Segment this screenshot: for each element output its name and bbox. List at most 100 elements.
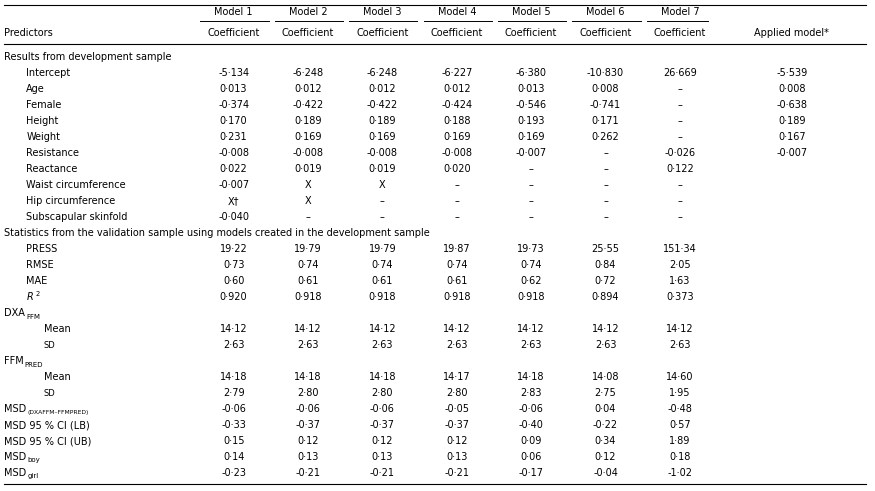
Text: 0·122: 0·122: [666, 164, 694, 174]
Text: 2·63: 2·63: [521, 340, 542, 350]
Text: Coefficient: Coefficient: [654, 28, 706, 38]
Text: 0·169: 0·169: [294, 133, 322, 142]
Text: -0·17: -0·17: [519, 468, 543, 478]
Text: 0·74: 0·74: [372, 260, 393, 270]
Text: 0·57: 0·57: [669, 420, 690, 430]
Text: -5·134: -5·134: [218, 68, 249, 79]
Text: -0·008: -0·008: [367, 148, 398, 159]
Text: -0·22: -0·22: [593, 420, 618, 430]
Text: FFM: FFM: [4, 356, 24, 366]
Text: 0·262: 0·262: [592, 133, 619, 142]
Text: 0·013: 0·013: [517, 84, 545, 94]
Text: -0·422: -0·422: [292, 100, 324, 110]
Text: -0·007: -0·007: [776, 148, 808, 159]
Text: 0·74: 0·74: [446, 260, 467, 270]
Text: Height: Height: [26, 116, 59, 126]
Text: 2·63: 2·63: [298, 340, 318, 350]
Text: 0·012: 0·012: [368, 84, 396, 94]
Text: Coefficient: Coefficient: [207, 28, 260, 38]
Text: 0·894: 0·894: [592, 292, 619, 302]
Text: –: –: [454, 212, 459, 222]
Text: –: –: [603, 180, 608, 191]
Text: -0·06: -0·06: [370, 404, 395, 414]
Text: 14·17: 14·17: [443, 372, 471, 382]
Text: Coefficient: Coefficient: [282, 28, 334, 38]
Text: -0·374: -0·374: [218, 100, 249, 110]
Text: 19·79: 19·79: [294, 245, 322, 254]
Text: MSD: MSD: [4, 404, 26, 414]
Text: Reactance: Reactance: [26, 164, 78, 174]
Text: 19·22: 19·22: [220, 245, 248, 254]
Text: 0·61: 0·61: [372, 276, 393, 286]
Text: -6·248: -6·248: [292, 68, 324, 79]
Text: DXA: DXA: [4, 308, 25, 318]
Text: 0·73: 0·73: [223, 260, 244, 270]
Text: -0·026: -0·026: [664, 148, 696, 159]
Text: 0·06: 0·06: [521, 452, 542, 462]
Text: 0·013: 0·013: [220, 84, 248, 94]
Text: -0·21: -0·21: [370, 468, 395, 478]
Text: Model 7: Model 7: [661, 7, 699, 17]
Text: –: –: [454, 180, 459, 191]
Text: 14·18: 14·18: [368, 372, 396, 382]
Text: 0·09: 0·09: [521, 436, 542, 446]
Text: -0·008: -0·008: [218, 148, 249, 159]
Text: Coefficient: Coefficient: [356, 28, 409, 38]
Text: Model 5: Model 5: [512, 7, 550, 17]
Text: 0·74: 0·74: [298, 260, 318, 270]
Text: Coefficient: Coefficient: [579, 28, 632, 38]
Text: Model 2: Model 2: [289, 7, 327, 17]
Text: 0·12: 0·12: [372, 436, 393, 446]
Text: Predictors: Predictors: [4, 28, 53, 38]
Text: MAE: MAE: [26, 276, 47, 286]
Text: –: –: [454, 196, 459, 206]
Text: -1·02: -1·02: [668, 468, 692, 478]
Text: 2: 2: [36, 291, 40, 298]
Text: (DXAFFM–FFMPRED): (DXAFFM–FFMPRED): [27, 409, 88, 414]
Text: 14·12: 14·12: [220, 324, 248, 334]
Text: 0·34: 0·34: [595, 436, 616, 446]
Text: girl: girl: [27, 473, 38, 479]
Text: -0·04: -0·04: [593, 468, 618, 478]
Text: -0·37: -0·37: [370, 420, 395, 430]
Text: –: –: [528, 180, 534, 191]
Text: -0·741: -0·741: [590, 100, 621, 110]
Text: 2·63: 2·63: [446, 340, 467, 350]
Text: 0·13: 0·13: [372, 452, 393, 462]
Text: -0·21: -0·21: [296, 468, 320, 478]
Text: 2·75: 2·75: [595, 388, 616, 398]
Text: RMSE: RMSE: [26, 260, 54, 270]
Text: 19·87: 19·87: [443, 245, 471, 254]
Text: 0·918: 0·918: [443, 292, 471, 302]
Text: MSD: MSD: [4, 452, 26, 462]
Text: 2·80: 2·80: [446, 388, 467, 398]
Text: -0·33: -0·33: [221, 420, 246, 430]
Text: –: –: [603, 196, 608, 206]
Text: 0·13: 0·13: [298, 452, 318, 462]
Text: -0·06: -0·06: [296, 404, 320, 414]
Text: -0·422: -0·422: [367, 100, 398, 110]
Text: 0·12: 0·12: [298, 436, 318, 446]
Text: 0·167: 0·167: [778, 133, 806, 142]
Text: Coefficient: Coefficient: [430, 28, 483, 38]
Text: 14·12: 14·12: [294, 324, 322, 334]
Text: Waist circumference: Waist circumference: [26, 180, 126, 191]
Text: –: –: [677, 196, 682, 206]
Text: X†: X†: [228, 196, 240, 206]
Text: 2·05: 2·05: [669, 260, 690, 270]
Text: -6·227: -6·227: [441, 68, 472, 79]
Text: X: X: [379, 180, 386, 191]
Text: -0·21: -0·21: [444, 468, 469, 478]
Text: 0·008: 0·008: [778, 84, 806, 94]
Text: -0·48: -0·48: [668, 404, 692, 414]
Text: 0·13: 0·13: [446, 452, 467, 462]
Text: MSD 95 % CI (LB): MSD 95 % CI (LB): [4, 420, 90, 430]
Text: –: –: [528, 212, 534, 222]
Text: 19·73: 19·73: [517, 245, 545, 254]
Text: 19·79: 19·79: [368, 245, 396, 254]
Text: -0·23: -0·23: [221, 468, 246, 478]
Text: 0·189: 0·189: [368, 116, 396, 126]
Text: -6·380: -6·380: [515, 68, 547, 79]
Text: 2·80: 2·80: [372, 388, 393, 398]
Text: -0·008: -0·008: [292, 148, 324, 159]
